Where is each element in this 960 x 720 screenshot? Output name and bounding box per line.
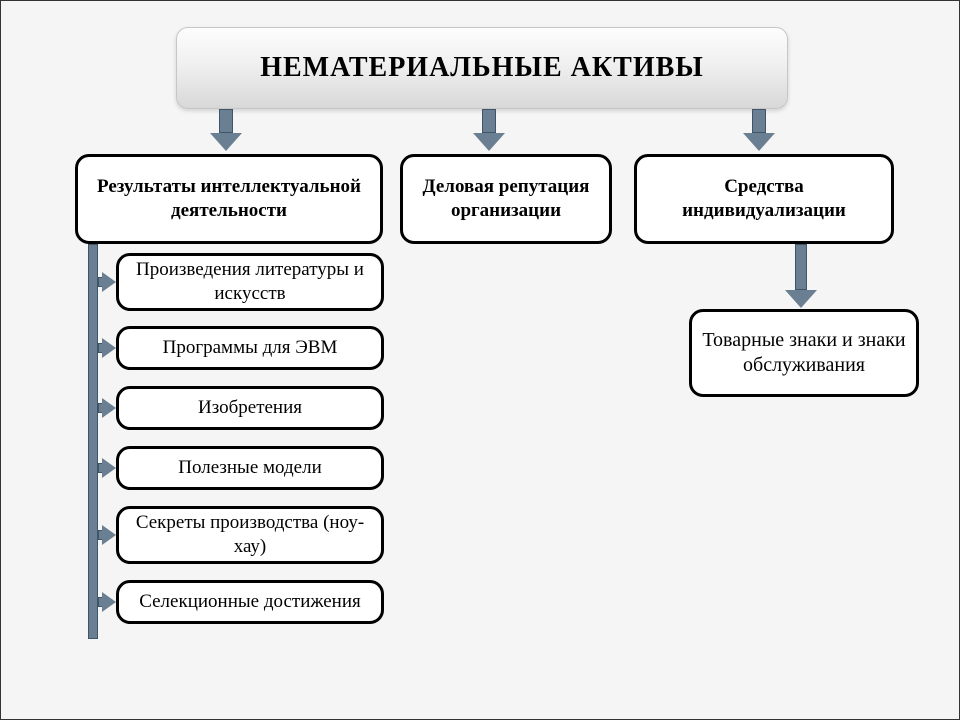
child-label: Изобретения [198,396,302,420]
child-label: Товарные знаки и знаки обслуживания [702,328,906,378]
child-selection: Селекционные достижения [116,580,384,624]
title-text: НЕМАТЕРИАЛЬНЫЕ АКТИВЫ [260,52,704,84]
diagram-canvas: НЕМАТЕРИАЛЬНЫЕ АКТИВЫ Результаты интелле… [1,1,959,719]
category-intellectual: Результаты интеллектуальной деятельности [75,154,383,244]
child-trademarks: Товарные знаки и знаки обслуживания [689,309,919,397]
child-models: Полезные модели [116,446,384,490]
category-label: Средства индивидуализации [647,175,881,223]
category-reputation: Деловая репутация организации [400,154,612,244]
child-label: Программы для ЭВМ [163,336,338,360]
category-individualization: Средства индивидуализации [634,154,894,244]
category-label: Деловая репутация организации [413,175,599,223]
diagram-title: НЕМАТЕРИАЛЬНЫЕ АКТИВЫ [176,27,788,109]
child-label: Селекционные достижения [139,590,361,614]
child-label: Произведения литературы и искусств [129,258,371,306]
child-secrets: Секреты производства (ноу-хау) [116,506,384,564]
vline-intellectual [88,244,98,639]
child-label: Секреты производства (ноу-хау) [129,511,371,559]
child-literature: Произведения литературы и искусств [116,253,384,311]
child-programs: Программы для ЭВМ [116,326,384,370]
category-label: Результаты интеллектуальной деятельности [88,175,370,223]
child-inventions: Изобретения [116,386,384,430]
child-label: Полезные модели [178,456,321,480]
